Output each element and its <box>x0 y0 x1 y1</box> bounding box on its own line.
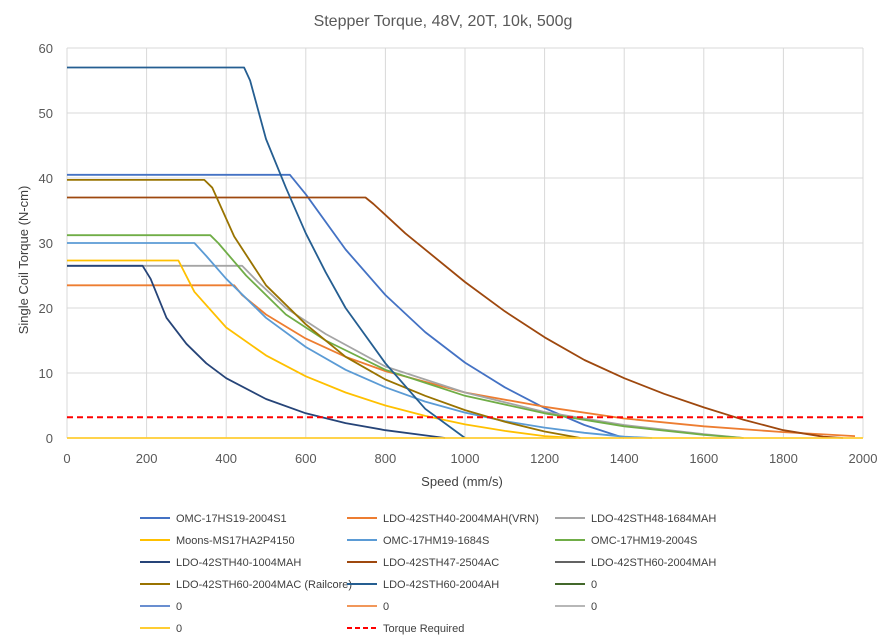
legend-label: OMC-17HM19-1684S <box>383 535 489 547</box>
legend-label: LDO-42STH60-2004MAH <box>591 557 716 569</box>
series-line <box>67 264 446 439</box>
legend-label: OMC-17HM19-2004S <box>591 535 697 547</box>
legend-label: 0 <box>176 601 182 613</box>
x-tick-label: 0 <box>63 451 70 466</box>
series-line <box>67 178 581 439</box>
y-tick-label: 0 <box>46 431 53 446</box>
x-tick-label: 1400 <box>610 451 639 466</box>
series-line <box>67 196 844 439</box>
legend-label: LDO-42STH40-2004MAH(VRN) <box>383 513 539 525</box>
x-axis-title: Speed (mm/s) <box>421 474 503 489</box>
legend-label: 0 <box>591 579 597 591</box>
legend-label: Moons-MS17HA2P4150 <box>176 535 295 547</box>
x-tick-label: 1000 <box>451 451 480 466</box>
series-line <box>67 234 744 439</box>
series-line <box>67 259 577 439</box>
legend: OMC-17HS19-2004S1 LDO-42STH40-2004MAH(VRN… <box>140 513 716 635</box>
x-tick-label: 400 <box>215 451 237 466</box>
x-axis-ticks: 0 200 400 600 800 1000 1200 1400 1600 1800 2000 <box>63 451 877 466</box>
y-axis-title: Single Coil Torque (N-cm) <box>16 186 31 335</box>
chart-title: Stepper Torque, 48V, 20T, 10k, 500g <box>314 13 573 30</box>
gridlines <box>66 47 864 439</box>
legend-label: 0 <box>176 623 182 635</box>
y-tick-label: 30 <box>39 236 53 251</box>
legend-label: LDO-42STH40-1004MAH <box>176 557 301 569</box>
legend-label: LDO-42STH60-2004AH <box>383 579 499 591</box>
x-tick-label: 2000 <box>849 451 878 466</box>
series-lines <box>67 66 863 439</box>
legend-label: LDO-42STH60-2004MAC (Railcore) <box>176 579 352 591</box>
series-line <box>67 66 466 439</box>
y-axis-ticks: 0 10 20 30 40 50 60 <box>39 41 53 446</box>
y-tick-label: 60 <box>39 41 53 56</box>
legend-label: 0 <box>383 601 389 613</box>
legend-label: LDO-42STH47-2504AC <box>383 557 499 569</box>
legend-label: Torque Required <box>383 623 464 635</box>
x-tick-label: 800 <box>375 451 397 466</box>
x-tick-label: 1800 <box>769 451 798 466</box>
y-tick-label: 20 <box>39 301 53 316</box>
y-tick-label: 50 <box>39 106 53 121</box>
x-tick-label: 1200 <box>530 451 559 466</box>
legend-label: LDO-42STH48-1684MAH <box>591 513 716 525</box>
series-line <box>67 242 653 439</box>
legend-label: OMC-17HS19-2004S1 <box>176 513 287 525</box>
y-tick-label: 10 <box>39 366 53 381</box>
x-tick-label: 600 <box>295 451 317 466</box>
x-tick-label: 1600 <box>689 451 718 466</box>
legend-label: 0 <box>591 601 597 613</box>
series-line <box>67 264 744 439</box>
x-tick-label: 200 <box>136 451 158 466</box>
y-tick-label: 40 <box>39 171 53 186</box>
